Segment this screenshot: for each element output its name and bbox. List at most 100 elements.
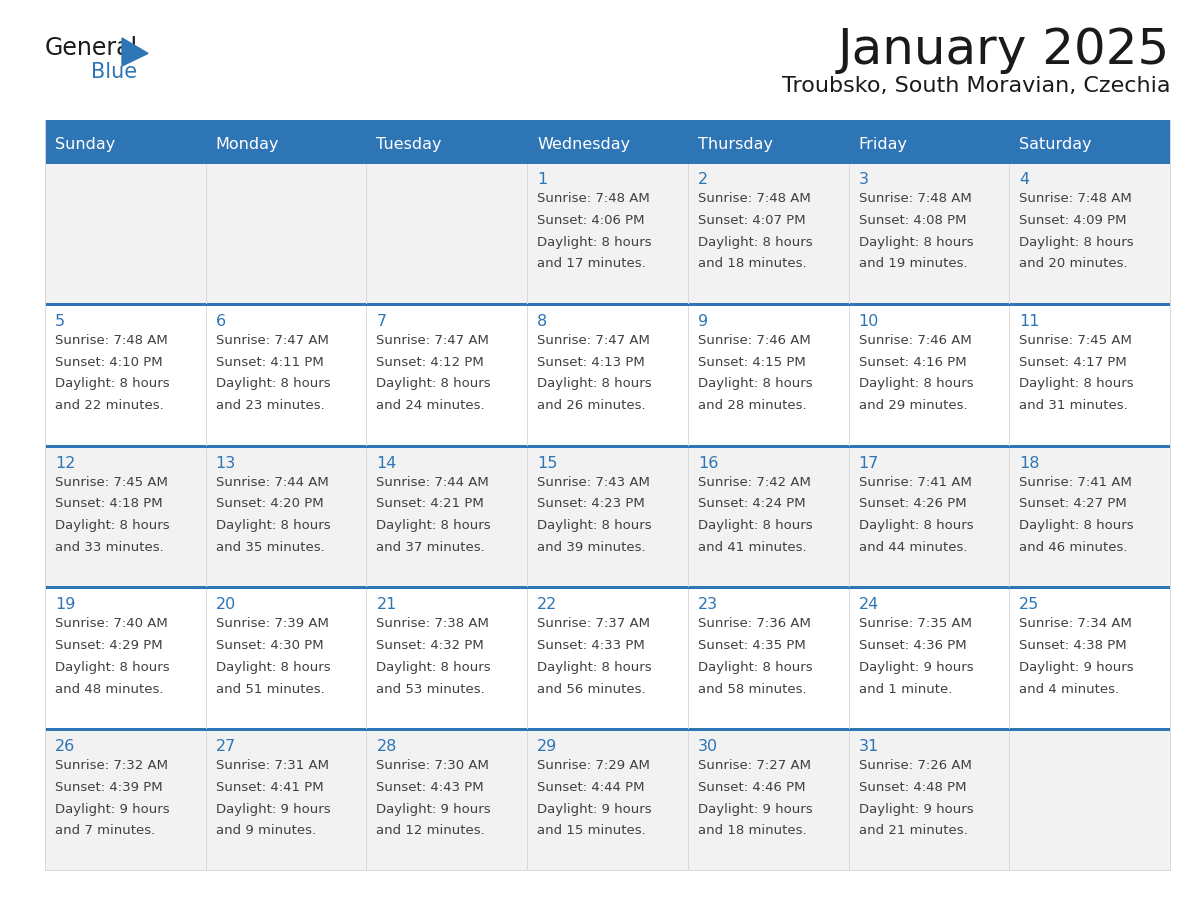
Text: Sunset: 4:44 PM: Sunset: 4:44 PM [537,781,645,794]
Text: Daylight: 8 hours: Daylight: 8 hours [859,519,973,532]
Text: Daylight: 8 hours: Daylight: 8 hours [216,661,330,674]
Text: Daylight: 8 hours: Daylight: 8 hours [377,519,491,532]
Text: Daylight: 8 hours: Daylight: 8 hours [537,377,652,390]
Text: Wednesday: Wednesday [537,138,631,152]
Text: Sunset: 4:08 PM: Sunset: 4:08 PM [859,214,966,227]
Text: 5: 5 [55,314,65,329]
Text: Troubsko, South Moravian, Czechia: Troubsko, South Moravian, Czechia [782,76,1170,96]
Text: Daylight: 9 hours: Daylight: 9 hours [859,802,973,816]
Text: General: General [45,36,138,60]
Text: Daylight: 8 hours: Daylight: 8 hours [55,519,170,532]
Text: Sunset: 4:38 PM: Sunset: 4:38 PM [1019,639,1127,652]
Text: and 44 minutes.: and 44 minutes. [859,541,967,554]
Text: Sunset: 4:35 PM: Sunset: 4:35 PM [697,639,805,652]
Text: Daylight: 8 hours: Daylight: 8 hours [697,377,813,390]
Text: Sunset: 4:27 PM: Sunset: 4:27 PM [1019,498,1127,510]
Text: Daylight: 8 hours: Daylight: 8 hours [55,661,170,674]
Polygon shape [122,38,148,66]
Text: 10: 10 [859,314,879,329]
Bar [45,120,1170,126]
Text: Sunset: 4:23 PM: Sunset: 4:23 PM [537,498,645,510]
Text: Daylight: 9 hours: Daylight: 9 hours [859,661,973,674]
Text: Sunrise: 7:37 AM: Sunrise: 7:37 AM [537,618,650,631]
Text: Tuesday: Tuesday [377,138,442,152]
Text: 30: 30 [697,739,718,755]
Text: and 33 minutes.: and 33 minutes. [55,541,164,554]
Text: Daylight: 8 hours: Daylight: 8 hours [1019,377,1133,390]
Text: Sunset: 4:09 PM: Sunset: 4:09 PM [1019,214,1126,227]
Text: 22: 22 [537,598,557,612]
Text: 15: 15 [537,455,557,471]
Text: 9: 9 [697,314,708,329]
Text: Daylight: 8 hours: Daylight: 8 hours [1019,236,1133,249]
Text: and 7 minutes.: and 7 minutes. [55,824,156,837]
Bar [45,448,1170,587]
Text: Sunrise: 7:29 AM: Sunrise: 7:29 AM [537,759,650,772]
Text: 13: 13 [216,455,236,471]
Text: Sunrise: 7:48 AM: Sunrise: 7:48 AM [1019,192,1132,205]
Text: Sunrise: 7:48 AM: Sunrise: 7:48 AM [859,192,972,205]
Text: Sunrise: 7:32 AM: Sunrise: 7:32 AM [55,759,168,772]
Text: 2: 2 [697,172,708,187]
Text: 27: 27 [216,739,236,755]
Text: Daylight: 8 hours: Daylight: 8 hours [697,661,813,674]
Text: 20: 20 [216,598,236,612]
Text: Sunset: 4:46 PM: Sunset: 4:46 PM [697,781,805,794]
Text: 1: 1 [537,172,548,187]
Text: Sunset: 4:20 PM: Sunset: 4:20 PM [216,498,323,510]
Text: Sunrise: 7:43 AM: Sunrise: 7:43 AM [537,476,650,488]
Text: Daylight: 8 hours: Daylight: 8 hours [537,661,652,674]
Text: and 28 minutes.: and 28 minutes. [697,399,807,412]
Bar [45,728,1170,732]
Text: 31: 31 [859,739,879,755]
Text: Sunset: 4:10 PM: Sunset: 4:10 PM [55,355,163,368]
Text: and 29 minutes.: and 29 minutes. [859,399,967,412]
Text: January 2025: January 2025 [838,26,1170,74]
Text: 4: 4 [1019,172,1030,187]
Text: 28: 28 [377,739,397,755]
Text: 16: 16 [697,455,719,471]
Text: Sunrise: 7:48 AM: Sunrise: 7:48 AM [537,192,650,205]
Text: Sunset: 4:21 PM: Sunset: 4:21 PM [377,498,485,510]
Bar [45,306,1170,444]
Text: and 1 minute.: and 1 minute. [859,683,952,696]
Text: Sunrise: 7:36 AM: Sunrise: 7:36 AM [697,618,810,631]
Bar [45,444,1170,448]
Text: Daylight: 8 hours: Daylight: 8 hours [859,236,973,249]
Text: and 53 minutes.: and 53 minutes. [377,683,485,696]
Text: Sunrise: 7:34 AM: Sunrise: 7:34 AM [1019,618,1132,631]
Text: and 51 minutes.: and 51 minutes. [216,683,324,696]
Bar [45,732,1170,870]
Text: Sunrise: 7:44 AM: Sunrise: 7:44 AM [377,476,489,488]
Text: and 31 minutes.: and 31 minutes. [1019,399,1129,412]
Text: Sunrise: 7:42 AM: Sunrise: 7:42 AM [697,476,810,488]
Text: and 12 minutes.: and 12 minutes. [377,824,485,837]
Text: 12: 12 [55,455,75,471]
Text: Sunrise: 7:30 AM: Sunrise: 7:30 AM [377,759,489,772]
Text: Daylight: 9 hours: Daylight: 9 hours [1019,661,1133,674]
Text: Sunset: 4:18 PM: Sunset: 4:18 PM [55,498,163,510]
Text: and 4 minutes.: and 4 minutes. [1019,683,1119,696]
Text: and 19 minutes.: and 19 minutes. [859,257,967,270]
Text: Sunset: 4:15 PM: Sunset: 4:15 PM [697,355,805,368]
Text: and 22 minutes.: and 22 minutes. [55,399,164,412]
Text: Sunrise: 7:31 AM: Sunrise: 7:31 AM [216,759,329,772]
Text: Sunset: 4:43 PM: Sunset: 4:43 PM [377,781,484,794]
Text: and 18 minutes.: and 18 minutes. [697,824,807,837]
Text: Daylight: 8 hours: Daylight: 8 hours [377,661,491,674]
Text: and 9 minutes.: and 9 minutes. [216,824,316,837]
Text: Daylight: 9 hours: Daylight: 9 hours [377,802,491,816]
Text: 25: 25 [1019,598,1040,612]
Text: Sunset: 4:36 PM: Sunset: 4:36 PM [859,639,966,652]
Bar [45,126,1170,164]
Text: Saturday: Saturday [1019,138,1092,152]
Text: 6: 6 [216,314,226,329]
Text: and 21 minutes.: and 21 minutes. [859,824,967,837]
Text: Sunrise: 7:47 AM: Sunrise: 7:47 AM [377,334,489,347]
Text: 24: 24 [859,598,879,612]
Text: and 58 minutes.: and 58 minutes. [697,683,807,696]
Text: Sunrise: 7:41 AM: Sunrise: 7:41 AM [859,476,972,488]
Text: Sunrise: 7:46 AM: Sunrise: 7:46 AM [859,334,972,347]
Text: Daylight: 8 hours: Daylight: 8 hours [377,377,491,390]
Text: 21: 21 [377,598,397,612]
